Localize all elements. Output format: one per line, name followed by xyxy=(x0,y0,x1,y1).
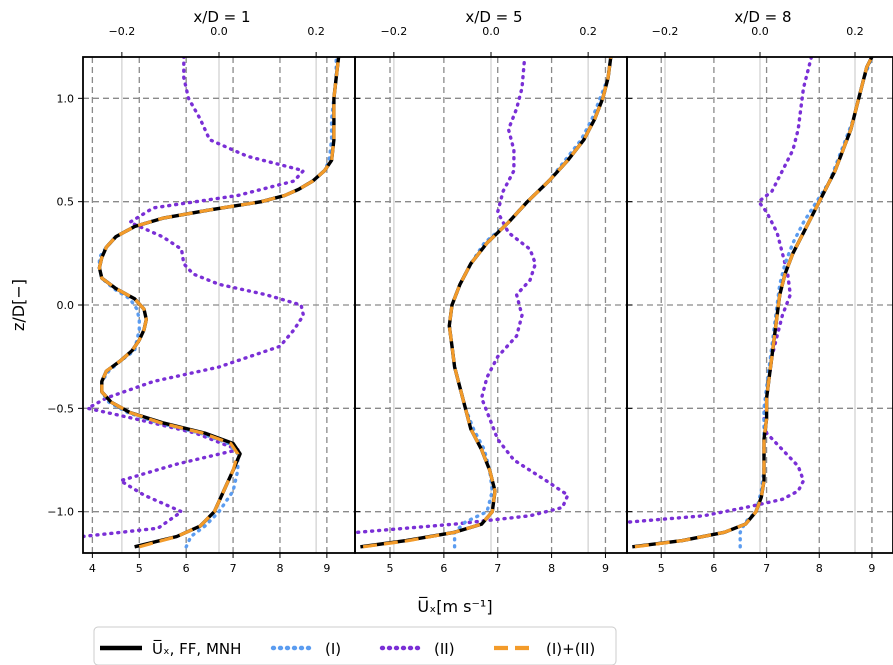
top-x-tick-label: 0.0 xyxy=(210,25,228,38)
x-tick-label: 6 xyxy=(710,562,717,575)
x-axis-label: U̅ₓ[m s⁻¹] xyxy=(417,597,492,616)
x-tick-label: 7 xyxy=(230,562,237,575)
x-tick-label: 7 xyxy=(763,562,770,575)
top-x-tick-label: −0.2 xyxy=(652,25,679,38)
series-group xyxy=(83,57,341,549)
y-tick-label: 1.0 xyxy=(57,92,75,105)
legend-label-4: (I)+(II) xyxy=(546,640,595,658)
series-line-3 xyxy=(627,57,814,524)
y-axis-label: z/D[−] xyxy=(9,279,28,331)
legend: U̅ₓ, FF, MNH (I) (II) (I)+(II) xyxy=(93,626,617,665)
x-tick-label: 8 xyxy=(548,562,555,575)
x-tick-label: 5 xyxy=(658,562,665,575)
x-tick-label: 5 xyxy=(136,562,143,575)
top-x-tick-label: 0.0 xyxy=(751,25,769,38)
top-x-tick-label: −0.2 xyxy=(380,25,407,38)
y-tick-label: 0.5 xyxy=(57,196,75,209)
top-x-tick-label: 0.2 xyxy=(846,25,864,38)
x-tick-label: 6 xyxy=(440,562,447,575)
series-group xyxy=(356,57,613,549)
series-line-1 xyxy=(360,57,613,549)
legend-label-2: (I) xyxy=(325,640,341,658)
series-line-4 xyxy=(97,57,341,549)
legend-frame xyxy=(93,626,617,665)
x-tick-label: 9 xyxy=(602,562,609,575)
panel-title: x/D = 8 xyxy=(734,8,791,26)
series-line-4 xyxy=(362,57,613,549)
x-tick-label: 7 xyxy=(494,562,501,575)
series-group xyxy=(627,57,874,549)
series-line-4 xyxy=(634,57,874,549)
series-line-3 xyxy=(83,57,306,539)
x-tick-label: 9 xyxy=(868,562,875,575)
x-tick-label: 5 xyxy=(387,562,394,575)
series-line-2 xyxy=(97,57,338,549)
y-tick-label: 0.0 xyxy=(57,299,75,312)
series-line-2 xyxy=(447,57,613,549)
top-x-tick-label: 0.0 xyxy=(482,25,500,38)
y-tick-label: −1.0 xyxy=(47,506,74,519)
series-line-3 xyxy=(356,57,570,534)
panel-title: x/D = 5 xyxy=(465,8,522,26)
chart-panels: 4 5 6 7 8 9 −0.2 0.0 0.2 x/D = 1 −1.0 −0.5 0.0 0.5 1.0… xyxy=(47,8,893,575)
legend-label-1: U̅ₓ, FF, MNH xyxy=(152,639,241,658)
panel-title: x/D = 1 xyxy=(193,8,250,26)
top-x-tick-label: −0.2 xyxy=(108,25,135,38)
panel-3: 5 6 7 8 9 −0.2 0.0 0.2 x/D = 8 xyxy=(626,8,893,575)
x-tick-label: 8 xyxy=(276,562,283,575)
top-x-tick-label: 0.2 xyxy=(579,25,597,38)
legend-label-3: (II) xyxy=(434,640,455,658)
series-line-1 xyxy=(632,57,874,549)
panel-2: 5 6 7 8 9 −0.2 0.0 0.2 x/D = 5 xyxy=(354,8,628,575)
top-x-tick-label: 0.2 xyxy=(307,25,325,38)
x-tick-label: 9 xyxy=(323,562,330,575)
x-tick-label: 4 xyxy=(89,562,96,575)
panel-1: 4 5 6 7 8 9 −0.2 0.0 0.2 x/D = 1 −1.0 −0.5 0.0 0.5 1.0 xyxy=(47,8,356,575)
x-tick-label: 8 xyxy=(816,562,823,575)
y-tick-label: −0.5 xyxy=(47,402,74,415)
x-tick-label: 6 xyxy=(183,562,190,575)
